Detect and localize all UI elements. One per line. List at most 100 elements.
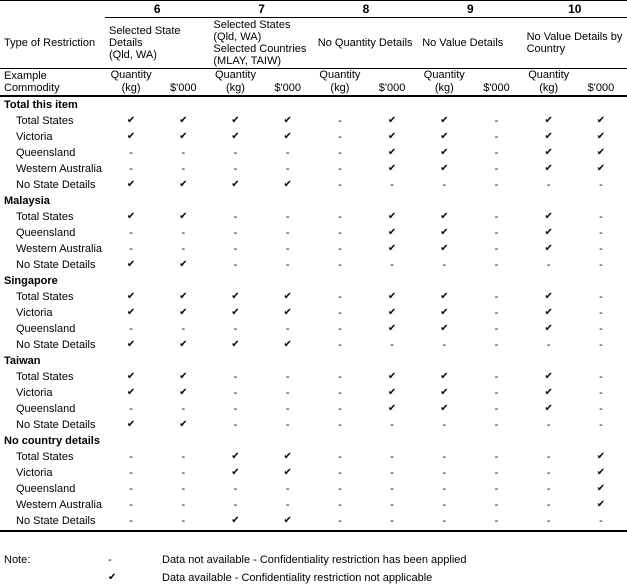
dash-symbol: -: [129, 467, 133, 479]
check-symbol: ✔: [126, 179, 136, 190]
row-label: Victoria: [16, 307, 53, 319]
dash-symbol: -: [442, 499, 447, 511]
check-symbol: ✔: [440, 147, 449, 158]
dash-symbol: -: [494, 403, 499, 415]
dash-symbol: -: [494, 227, 499, 239]
dash-symbol: -: [494, 163, 499, 175]
check-symbol: ✔: [440, 211, 449, 222]
quantity-kg-subheader: Quantity (kg): [528, 69, 570, 94]
dash-symbol: -: [494, 259, 499, 271]
dash-symbol: -: [233, 211, 238, 223]
dash-symbol: -: [338, 339, 342, 351]
check-symbol: ✔: [231, 339, 240, 350]
dash-symbol: -: [338, 227, 342, 239]
dash-symbol: -: [285, 259, 290, 271]
check-symbol: ✔: [126, 259, 136, 270]
check-symbol: ✔: [440, 131, 449, 142]
column-title: No Value Details by Country: [526, 31, 623, 55]
row-label: No State Details: [16, 515, 96, 527]
check-symbol: ✔: [283, 467, 292, 478]
dash-symbol: -: [494, 467, 499, 479]
check-symbol: ✔: [596, 499, 606, 510]
quantity-kg-subheader: Quantity (kg): [319, 69, 361, 94]
check-symbol: ✔: [544, 115, 553, 126]
check-symbol: ✔: [544, 403, 553, 414]
check-symbol: ✔: [283, 339, 292, 350]
dash-symbol: -: [285, 147, 290, 159]
table-row: Total States ✔ ✔ - - - ✔ ✔ - ✔ -: [0, 369, 627, 385]
check-symbol: ✔: [544, 211, 553, 222]
dash-symbol: -: [442, 467, 447, 479]
dash-symbol: -: [285, 483, 290, 495]
check-symbol: ✔: [108, 572, 117, 583]
dash-symbol: -: [233, 163, 238, 175]
check-symbol: ✔: [231, 451, 240, 462]
type-of-restriction-label: Type of Restriction: [4, 37, 96, 49]
dash-symbol: -: [494, 131, 499, 143]
dash-symbol: -: [181, 403, 186, 415]
check-symbol: ✔: [283, 131, 292, 142]
dash-symbol: -: [129, 515, 133, 527]
dash-symbol: -: [390, 483, 394, 495]
dash-symbol: -: [129, 323, 133, 335]
check-symbol: ✔: [387, 227, 397, 238]
check-symbol: ✔: [179, 291, 188, 302]
check-symbol: ✔: [126, 291, 136, 302]
dash-symbol: -: [129, 163, 133, 175]
dash-symbol: -: [494, 323, 499, 335]
dash-symbol: -: [233, 483, 238, 495]
column-title: Selected States (Qld, WA) Selected Count…: [213, 19, 307, 67]
check-symbol: ✔: [283, 179, 292, 190]
dash-symbol: -: [494, 419, 499, 431]
dash-symbol: -: [285, 227, 290, 239]
check-symbol: ✔: [440, 403, 449, 414]
dash-symbol: -: [338, 451, 342, 463]
note-label: Note:: [4, 554, 31, 566]
dash-symbol: -: [233, 227, 238, 239]
dash-symbol: -: [546, 339, 551, 351]
check-symbol: ✔: [387, 243, 397, 254]
dash-symbol: -: [599, 259, 603, 271]
dash-symbol: -: [546, 179, 551, 191]
dash-symbol: -: [181, 227, 186, 239]
note-block: Note: - Data not available - Confidentia…: [0, 551, 627, 587]
table-row: Victoria - - ✔ ✔ - - - - - ✔: [0, 465, 627, 481]
check-symbol: ✔: [544, 323, 553, 334]
section-header: Taiwan: [4, 355, 41, 367]
dash-symbol: -: [338, 515, 342, 527]
table-row: Total States ✔ ✔ - - - ✔ ✔ - ✔ -: [0, 209, 627, 225]
dash-symbol: -: [390, 467, 394, 479]
dash-symbol: -: [129, 227, 133, 239]
row-label: Total States: [16, 211, 74, 223]
check-symbol: ✔: [440, 163, 449, 174]
dash-symbol: -: [285, 371, 290, 383]
table-body: Total this item Total States ✔ ✔ ✔ ✔ - ✔ ✔ - ✔ ✔ Vic…: [0, 97, 627, 532]
dash-symbol: -: [285, 419, 290, 431]
quantity-kg-subheader: Quantity (kg): [110, 69, 152, 94]
dash-symbol: -: [599, 339, 603, 351]
check-symbol: ✔: [126, 211, 136, 222]
check-symbol: ✔: [596, 115, 606, 126]
check-symbol: ✔: [179, 307, 188, 318]
dash-symbol: -: [390, 499, 394, 511]
dash-symbol: -: [181, 483, 186, 495]
dash-symbol: -: [494, 211, 499, 223]
check-symbol: ✔: [179, 211, 188, 222]
dash-symbol: -: [494, 339, 499, 351]
column-number: 10: [568, 2, 582, 16]
check-symbol: ✔: [596, 163, 606, 174]
dash-symbol: -: [599, 179, 603, 191]
check-symbol: ✔: [387, 163, 397, 174]
check-symbol: ✔: [544, 371, 553, 382]
check-symbol: ✔: [596, 131, 606, 142]
dash-symbol: -: [442, 419, 447, 431]
dash-symbol: -: [338, 243, 342, 255]
dash-symbol: -: [338, 131, 342, 143]
check-symbol: ✔: [283, 291, 292, 302]
table-row: No State Details ✔ ✔ - - - - - - - -: [0, 417, 627, 433]
dash-symbol: -: [546, 483, 551, 495]
dash-symbol: -: [285, 323, 290, 335]
dash-symbol: -: [129, 451, 133, 463]
check-symbol: ✔: [596, 147, 606, 158]
